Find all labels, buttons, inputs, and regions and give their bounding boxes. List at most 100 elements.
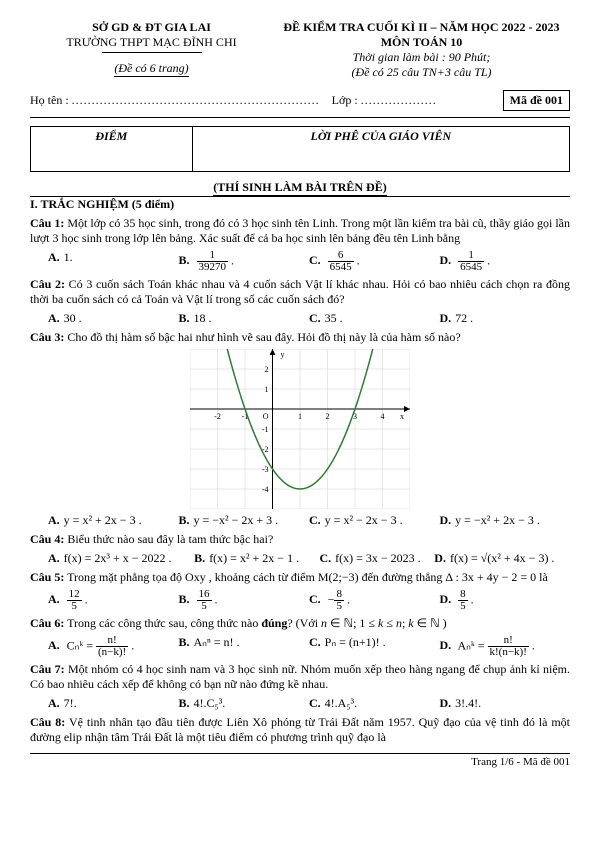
svg-text:2: 2 — [326, 412, 330, 421]
rule — [102, 52, 202, 53]
question-5: Câu 5: Trong mặt phẳng tọa độ Oxy , khoả… — [30, 570, 570, 585]
svg-text:y: y — [281, 350, 285, 359]
q2-c: C.35 . — [309, 311, 440, 326]
svg-text:O: O — [263, 412, 269, 421]
q8-text: Vệ tinh nhân tạo đầu tiên được Liên Xô p… — [30, 715, 570, 744]
parabola-graph: xyO-2-11234-4-3-2-112 — [190, 349, 410, 509]
q6-choices: A. Cₙᵏ = n!(n−k)! . B.Aₙⁿ = n! . C.Pₙ = … — [48, 635, 570, 658]
header: SỞ GD & ĐT GIA LAI TRƯỜNG THPT MẠC ĐĨNH … — [30, 20, 570, 80]
q5-c: C. −85 . — [309, 589, 440, 612]
q6-b: B.Aₙⁿ = n! . — [179, 635, 310, 658]
q2-a: A.30 . — [48, 311, 179, 326]
q7-choices: A.7!. B.4!.C₅³. C.4!.A₅³. D.3!.4!. — [48, 696, 570, 711]
q4-choices: A.f(x) = 2x³ + x − 2022 . B.f(x) = x² + … — [48, 551, 570, 566]
q5-a: A. 125 . — [48, 589, 179, 612]
q1-d-frac: 16545 — [458, 250, 484, 273]
dept: SỞ GD & ĐT GIA LAI — [30, 20, 273, 35]
question-8: Câu 8: Vệ tinh nhân tạo đầu tiên được Li… — [30, 715, 570, 745]
svg-text:-1: -1 — [262, 425, 269, 434]
q3-c: C.y = x² − 2x − 3 . — [309, 513, 440, 528]
q5-d: D. 85 . — [440, 589, 571, 612]
q1-label: Câu 1: — [30, 216, 64, 230]
q4-c: C.f(x) = 3x − 2023 . — [319, 551, 434, 566]
q8-label: Câu 8: — [30, 715, 65, 729]
q1-a-val: 1. — [64, 250, 73, 264]
svg-text:x: x — [400, 412, 404, 421]
class-dots: ................... — [361, 93, 437, 107]
q3-choices: A.y = x² + 2x − 3 . B.y = −x² − 2x + 3 .… — [48, 513, 570, 528]
header-left: SỞ GD & ĐT GIA LAI TRƯỜNG THPT MẠC ĐĨNH … — [30, 20, 273, 80]
grade-table: ĐIỂM LỜI PHÊ CỦA GIÁO VIÊN — [30, 126, 570, 172]
structure: (Đề có 25 câu TN+3 câu TL) — [273, 65, 570, 80]
q6-c: C.Pₙ = (n+1)! . — [309, 635, 440, 658]
q5-b: B. 165 . — [179, 589, 310, 612]
comment-label: LỜI PHÊ CỦA GIÁO VIÊN — [199, 129, 563, 144]
class-label: Lớp : — [332, 93, 358, 107]
name-field: Họ tên : ...............................… — [30, 93, 437, 108]
name-dots: ........................................… — [72, 93, 320, 107]
comment-cell: LỜI PHÊ CỦA GIÁO VIÊN — [192, 127, 569, 172]
q1-c: C. 66545 . — [309, 250, 440, 273]
score-label: ĐIỂM — [37, 129, 186, 144]
q2-text: Có 3 cuốn sách Toán khác nhau và 4 cuốn … — [30, 277, 570, 306]
student-line: Họ tên : ...............................… — [30, 90, 570, 111]
q7-b: B.4!.C₅³. — [179, 696, 310, 711]
q1-c-frac: 66545 — [328, 250, 354, 273]
exam-code: Mã đề 001 — [503, 90, 570, 111]
q2-d: D.72 . — [440, 311, 571, 326]
divider — [30, 117, 570, 118]
question-6: Câu 6: Trong các công thức sau, công thứ… — [30, 616, 570, 631]
q3-a: A.y = x² + 2x − 3 . — [48, 513, 179, 528]
q7-text: Một nhóm có 4 học sinh nam và 3 học sinh… — [30, 662, 570, 691]
q1-b: B. 139270 . — [179, 250, 310, 273]
q1-d: D. 16545 . — [440, 250, 571, 273]
subject: MÔN TOÁN 10 — [273, 35, 570, 50]
q6-text: Trong các công thức sau, công thức nào đ… — [67, 616, 447, 630]
svg-text:1: 1 — [298, 412, 302, 421]
q3-b: B.y = −x² − 2x + 3 . — [179, 513, 310, 528]
q1-text: Một lớp có 35 học sinh, trong đó có 3 họ… — [30, 216, 570, 245]
q7-d: D.3!.4!. — [440, 696, 571, 711]
score-cell: ĐIỂM — [31, 127, 193, 172]
q1-b-frac: 139270 — [197, 250, 229, 273]
q4-d: D.f(x) = √(x² + 4x − 3) . — [434, 551, 570, 566]
svg-text:2: 2 — [265, 365, 269, 374]
question-4: Câu 4: Biểu thức nào sau đây là tam thức… — [30, 532, 570, 547]
q1-choices: A.1. B. 139270 . C. 66545 . D. 16545 . — [48, 250, 570, 273]
svg-text:-4: -4 — [262, 485, 269, 494]
header-right: ĐỀ KIỂM TRA CUỐI KÌ II – NĂM HỌC 2022 - … — [273, 20, 570, 80]
q3-text: Cho đồ thị hàm số bậc hai như hình vẽ sa… — [67, 330, 460, 344]
q5-choices: A. 125 . B. 165 . C. −85 . D. 85 . — [48, 589, 570, 612]
q6-d: D. Aₙᵏ = n!k!(n−k)! . — [440, 635, 571, 658]
question-2: Câu 2: Có 3 cuốn sách Toán khác nhau và … — [30, 277, 570, 307]
school: TRƯỜNG THPT MẠC ĐĨNH CHI — [30, 35, 273, 50]
q1-a: A.1. — [48, 250, 179, 273]
question-1: Câu 1: Một lớp có 35 học sinh, trong đó … — [30, 216, 570, 246]
q4-a: A.f(x) = 2x³ + x − 2022 . — [48, 551, 194, 566]
instruction: (THÍ SINH LÀM BÀI TRÊN ĐỀ) — [30, 180, 570, 197]
question-3: Câu 3: Cho đồ thị hàm số bậc hai như hìn… — [30, 330, 570, 345]
time: Thời gian làm bài : 90 Phút; — [273, 50, 570, 65]
q7-label: Câu 7: — [30, 662, 65, 676]
svg-text:-2: -2 — [214, 412, 221, 421]
pages-note: (Đề có 6 trang) — [114, 61, 188, 77]
q5-text: Trong mặt phẳng tọa độ Oxy , khoảng cách… — [67, 570, 548, 584]
exam-title: ĐỀ KIỂM TRA CUỐI KÌ II – NĂM HỌC 2022 - … — [273, 20, 570, 35]
name-label: Họ tên : — [30, 93, 69, 107]
q5-label: Câu 5: — [30, 570, 64, 584]
q3-d: D.y = −x² + 2x − 3 . — [440, 513, 571, 528]
q4-b: B.f(x) = x² + 2x − 1 . — [194, 551, 319, 566]
q6-label: Câu 6: — [30, 616, 64, 630]
section-1-title: I. TRẮC NGHIỆM (5 điểm) — [30, 197, 570, 212]
instruction-text: (THÍ SINH LÀM BÀI TRÊN ĐỀ) — [213, 180, 386, 196]
page-footer: Trang 1/6 - Mã đề 001 — [30, 753, 570, 768]
question-7: Câu 7: Một nhóm có 4 học sinh nam và 3 h… — [30, 662, 570, 692]
q4-label: Câu 4: — [30, 532, 64, 546]
svg-text:-3: -3 — [262, 465, 269, 474]
svg-text:1: 1 — [265, 385, 269, 394]
q2-choices: A.30 . B.18 . C.35 . D.72 . — [48, 311, 570, 326]
q4-text: Biểu thức nào sau đây là tam thức bậc ha… — [67, 532, 273, 546]
q3-label: Câu 3: — [30, 330, 64, 344]
svg-text:4: 4 — [381, 412, 385, 421]
q7-a: A.7!. — [48, 696, 179, 711]
